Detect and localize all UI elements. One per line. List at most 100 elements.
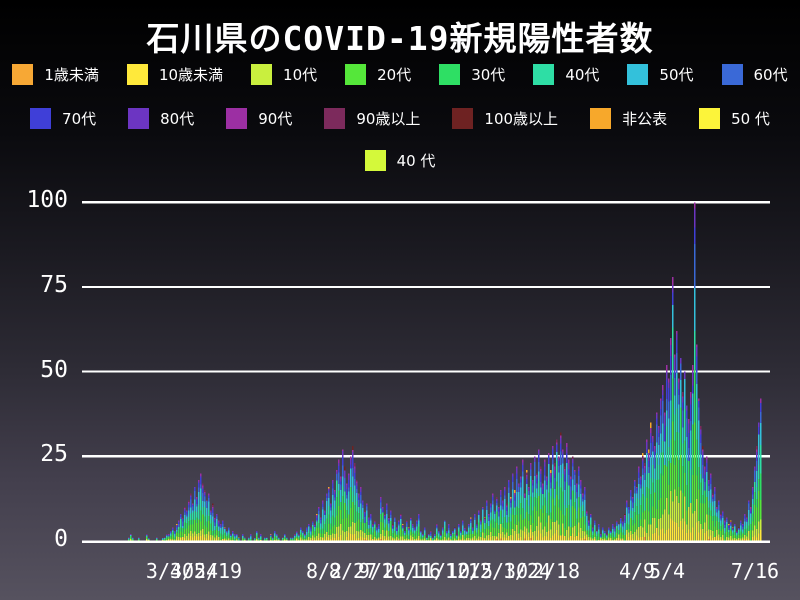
bar-segment [296, 532, 298, 534]
bar-segment [172, 528, 174, 530]
bar-segment [602, 537, 604, 539]
bar-segment [508, 493, 510, 502]
bar-segment [384, 513, 386, 515]
bar-segment [546, 489, 548, 501]
bar-segment [482, 517, 484, 523]
bar-segment [512, 489, 514, 502]
bar-segment [416, 531, 418, 536]
bar-segment [710, 530, 712, 536]
bar-segment [418, 518, 420, 521]
bar-segment [256, 531, 258, 533]
bar-segment [416, 521, 418, 524]
bar-segment [554, 466, 556, 470]
bar-segment [398, 520, 400, 522]
legend-swatch [30, 108, 52, 129]
bar-segment [338, 462, 340, 466]
bar-segment [372, 525, 374, 527]
stacked-bar [532, 480, 534, 541]
bar-segment [512, 528, 514, 536]
bar-segment [184, 522, 186, 530]
bar-segment [752, 494, 754, 499]
bar-segment [196, 498, 198, 500]
bar-segment [588, 524, 590, 527]
bar-segment [756, 449, 758, 452]
bar-segment [180, 515, 182, 517]
bar-segment [208, 493, 210, 495]
legend-label: 90代 [258, 110, 293, 128]
bar-segment [416, 539, 418, 541]
bar-segment [590, 514, 592, 518]
bar-segment [424, 534, 426, 537]
bar-segment [518, 500, 520, 509]
bar-segment [738, 528, 740, 530]
bar-segment [386, 524, 388, 531]
bar-segment [542, 529, 544, 538]
x-tick-label: 3/30 [145, 559, 195, 583]
stacked-bar [324, 510, 326, 541]
bar-segment [714, 486, 716, 489]
bar-segment [594, 533, 596, 537]
bar-segment [652, 442, 654, 452]
bar-segment [336, 515, 338, 527]
bar-segment [508, 482, 510, 488]
bar-segment [640, 477, 642, 481]
bar-segment [390, 521, 392, 528]
bar-segment [458, 527, 460, 529]
bar-segment [748, 503, 750, 510]
bar-segment [640, 484, 642, 489]
bar-segment [604, 531, 606, 532]
bar-segment [604, 531, 606, 533]
bar-segment [730, 522, 732, 524]
bar-segment [502, 523, 504, 528]
bar-segment [336, 533, 338, 541]
bar-segment [608, 530, 610, 534]
bar-segment [730, 531, 732, 537]
bar-segment [526, 469, 528, 473]
bar-segment [412, 524, 414, 526]
bar-segment [510, 500, 512, 504]
bar-segment [686, 418, 688, 438]
bar-segment [724, 531, 726, 534]
bar-segment [562, 514, 564, 524]
bar-segment [522, 476, 524, 497]
bar-segment [526, 512, 528, 529]
bar-segment [544, 475, 546, 481]
stacked-bar [264, 537, 266, 541]
bar-segment [380, 537, 382, 540]
bar-segment [138, 539, 140, 541]
bar-segment [190, 524, 192, 532]
bar-segment [218, 523, 220, 527]
bar-segment [738, 539, 740, 541]
bar-segment [406, 526, 408, 531]
bar-segment [338, 484, 340, 491]
bar-segment [682, 529, 684, 541]
bar-segment [502, 503, 504, 507]
bar-segment [366, 528, 368, 536]
legend-item: 40 代 [364, 150, 435, 171]
bar-segment [656, 414, 658, 419]
legend-label: 70代 [62, 110, 97, 128]
bar-segment [392, 528, 394, 530]
bar-segment [306, 529, 308, 532]
bar-segment [334, 494, 336, 498]
bar-segment [716, 516, 718, 521]
bar-segment [330, 510, 332, 517]
bar-segment [322, 506, 324, 510]
bar-segment [728, 531, 730, 536]
bar-segment [166, 537, 168, 539]
bar-segment [716, 520, 718, 531]
stacked-bar [674, 354, 676, 541]
bar-segment [146, 536, 148, 538]
bar-segment [368, 518, 370, 520]
stacked-bar [728, 524, 730, 541]
bar-segment [632, 519, 634, 526]
x-tick-label: 11/10 [409, 559, 471, 583]
bar-segment [496, 500, 498, 503]
bar-segment [598, 536, 600, 541]
bar-segment [534, 530, 536, 541]
bar-segment [634, 531, 636, 541]
bar-segment [290, 539, 292, 540]
bar-segment [678, 388, 680, 396]
bar-segment [368, 520, 370, 525]
bar-segment [204, 496, 206, 502]
